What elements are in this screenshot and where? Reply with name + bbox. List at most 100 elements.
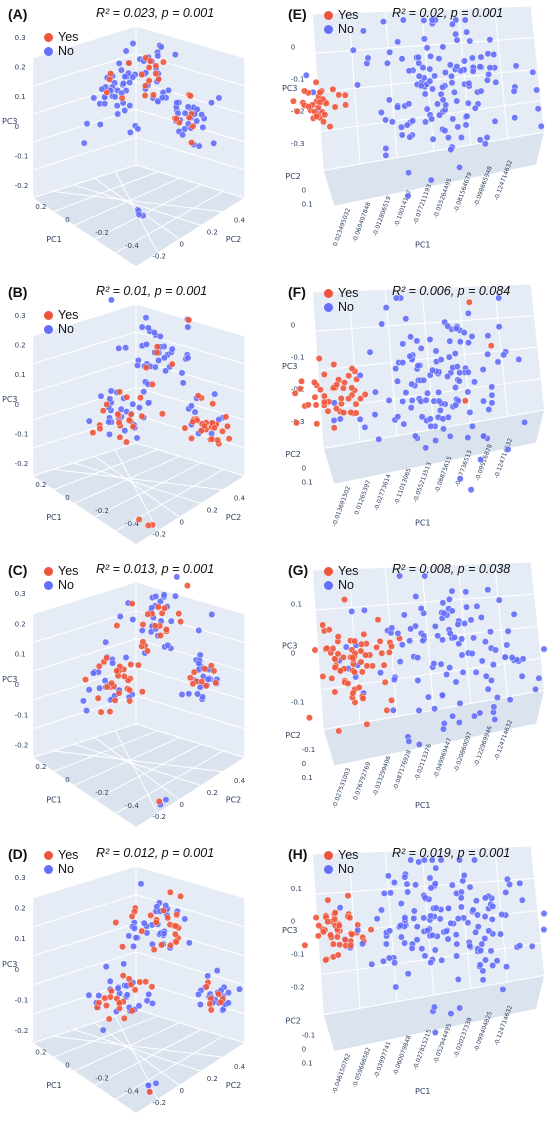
no-point <box>463 603 470 611</box>
no-point <box>115 60 123 67</box>
no-point <box>445 353 453 361</box>
yes-point <box>144 610 152 618</box>
no-point <box>392 365 400 373</box>
yes-point <box>378 649 386 657</box>
x-axis-label: PC1 <box>415 519 431 528</box>
no-point <box>485 927 493 935</box>
z-tick-label: -0.2 <box>291 983 305 991</box>
no-point <box>385 872 392 880</box>
chart-title: R² = 0.02, p = 0.001 <box>392 6 504 20</box>
no-point <box>178 691 186 698</box>
no-point <box>502 889 510 896</box>
x-tick-label: -0.046150762 <box>331 1052 352 1094</box>
yes-point <box>312 914 320 922</box>
yes-point <box>311 646 319 654</box>
no-point <box>468 650 476 657</box>
yes-point <box>331 909 339 917</box>
yes-point <box>329 645 337 652</box>
yes-point <box>118 94 126 102</box>
yes-point <box>116 999 123 1007</box>
z-tick-label: 0.2 <box>15 620 26 628</box>
no-point <box>481 913 489 921</box>
no-point <box>129 616 137 623</box>
no-point <box>458 635 466 643</box>
no-point <box>467 616 475 624</box>
no-point <box>399 340 407 348</box>
no-point <box>160 929 168 937</box>
grid-line <box>94 462 202 518</box>
yes-point <box>321 111 329 119</box>
z-tick-label: 0 <box>15 966 19 974</box>
no-point <box>453 97 461 105</box>
no-point <box>390 676 398 684</box>
legend-item-no: No <box>324 578 358 592</box>
no-point <box>349 46 357 54</box>
grid-line <box>32 53 137 87</box>
no-point <box>158 94 166 102</box>
yes-point <box>355 684 363 691</box>
no-point <box>457 888 465 896</box>
no-point <box>407 333 415 341</box>
yes-point <box>215 990 222 998</box>
no-point <box>448 881 456 889</box>
yes-point <box>344 892 352 900</box>
yes-point <box>357 395 364 403</box>
legend: Yes No <box>324 848 358 876</box>
no-point <box>396 658 404 666</box>
no-point <box>415 858 423 866</box>
yes-point <box>337 395 345 402</box>
yes-point <box>345 372 353 380</box>
no-point <box>435 388 443 396</box>
yes-point <box>363 662 371 670</box>
no-point <box>178 369 186 377</box>
yes-point <box>358 640 365 648</box>
no-point <box>484 50 492 58</box>
yes-point <box>158 941 165 949</box>
no-point <box>478 657 486 665</box>
no-point <box>199 693 207 701</box>
no-point <box>462 588 470 596</box>
y-tick-label: 0.4 <box>234 495 246 503</box>
grid-line <box>53 171 158 213</box>
yes-point <box>160 907 168 915</box>
x-tick-label: -0.4 <box>125 1087 139 1095</box>
no-point <box>468 422 476 430</box>
no-point <box>452 30 460 38</box>
legend: Yes No <box>324 286 358 314</box>
yes-point <box>138 412 146 420</box>
no-point <box>495 596 503 604</box>
no-point <box>140 919 148 927</box>
yes-point <box>190 668 198 676</box>
yes-point <box>175 610 183 617</box>
grid-line <box>114 730 159 814</box>
no-point <box>394 413 402 421</box>
no-point <box>537 122 545 130</box>
yes-point <box>319 621 327 629</box>
no-point <box>474 911 481 919</box>
no-point <box>420 16 428 24</box>
no-point <box>199 124 207 131</box>
no-point <box>397 922 405 929</box>
yes-point <box>116 388 124 396</box>
no-point <box>453 363 461 371</box>
no-point <box>438 956 446 964</box>
yes-point <box>320 371 328 378</box>
no-point <box>518 896 526 904</box>
no-point <box>135 404 143 412</box>
no-point <box>503 875 511 883</box>
yes-point <box>314 932 322 940</box>
no-point <box>389 706 397 714</box>
x-tick-label: -0.11013065 <box>393 467 413 506</box>
no-point <box>481 935 489 942</box>
yes-point <box>465 298 473 306</box>
no-point <box>164 641 172 649</box>
yes-point <box>210 424 218 432</box>
yes-point <box>144 521 152 529</box>
yes-point <box>202 682 210 690</box>
plot-3d: 0.3 0.2 0.1 0 -0.1 -0.2 PC3 0.2 0 -0.2 -0.4 PC1 -0.2… <box>2 573 246 829</box>
no-point <box>181 915 189 923</box>
no-point <box>445 904 452 912</box>
no-point <box>464 309 472 317</box>
z-axis-label: PC3 <box>2 117 18 126</box>
no-point <box>413 337 421 345</box>
